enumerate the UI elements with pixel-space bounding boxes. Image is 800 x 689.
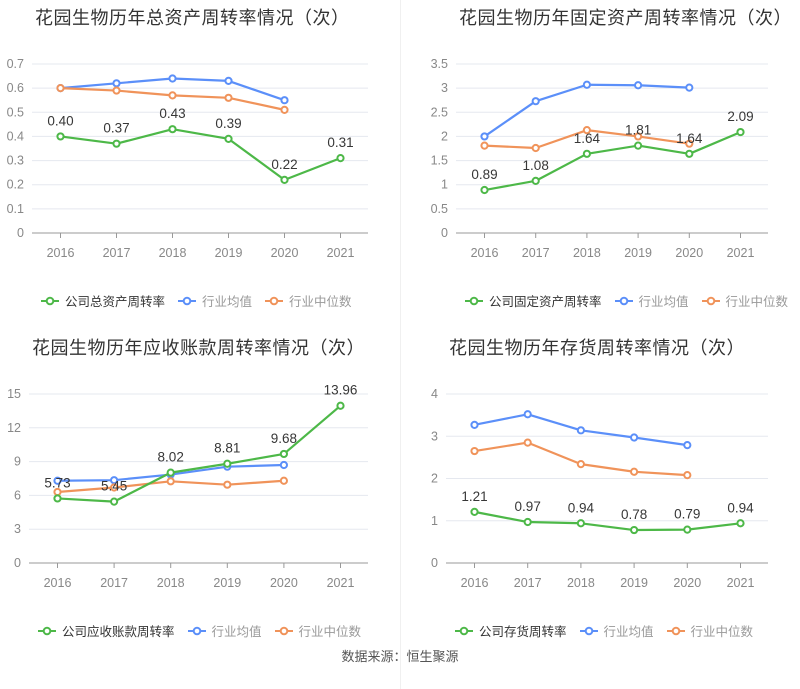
- svg-text:2018: 2018: [157, 576, 185, 590]
- svg-text:0.5: 0.5: [7, 105, 24, 119]
- svg-text:0.40: 0.40: [47, 113, 73, 128]
- svg-text:0.89: 0.89: [471, 167, 497, 182]
- svg-text:0.2: 0.2: [7, 178, 24, 192]
- svg-text:2017: 2017: [522, 246, 550, 260]
- svg-text:0: 0: [17, 226, 24, 240]
- svg-text:3: 3: [431, 429, 438, 443]
- svg-text:2.09: 2.09: [727, 109, 753, 124]
- svg-text:2018: 2018: [567, 576, 595, 590]
- svg-text:0.78: 0.78: [621, 507, 647, 522]
- svg-text:2020: 2020: [270, 576, 298, 590]
- svg-text:15: 15: [7, 387, 21, 401]
- svg-text:13.96: 13.96: [324, 383, 358, 398]
- svg-text:0.22: 0.22: [271, 157, 297, 172]
- svg-text:2019: 2019: [213, 576, 241, 590]
- svg-text:5.73: 5.73: [44, 475, 70, 490]
- svg-text:2020: 2020: [675, 246, 703, 260]
- svg-text:0.79: 0.79: [674, 507, 700, 522]
- svg-text:5.45: 5.45: [101, 479, 127, 494]
- svg-text:0.39: 0.39: [215, 116, 241, 131]
- svg-text:0.94: 0.94: [568, 500, 595, 515]
- svg-text:3.5: 3.5: [431, 57, 448, 71]
- svg-text:0: 0: [431, 556, 438, 570]
- svg-text:2016: 2016: [461, 576, 489, 590]
- svg-text:2020: 2020: [271, 246, 299, 260]
- svg-text:2021: 2021: [327, 576, 355, 590]
- svg-text:9: 9: [14, 455, 21, 469]
- svg-text:2018: 2018: [159, 246, 187, 260]
- svg-text:2020: 2020: [673, 576, 701, 590]
- svg-text:0.3: 0.3: [7, 154, 24, 168]
- svg-text:2021: 2021: [727, 576, 755, 590]
- svg-text:2021: 2021: [727, 246, 755, 260]
- svg-text:1: 1: [441, 178, 448, 192]
- svg-text:0: 0: [441, 226, 448, 240]
- svg-text:1.81: 1.81: [625, 123, 651, 138]
- svg-text:2016: 2016: [471, 246, 499, 260]
- svg-text:0.94: 0.94: [727, 500, 754, 515]
- svg-text:2: 2: [441, 129, 448, 143]
- svg-text:3: 3: [14, 522, 21, 536]
- svg-text:2017: 2017: [100, 576, 128, 590]
- svg-text:2017: 2017: [103, 246, 131, 260]
- svg-text:0.1: 0.1: [7, 202, 24, 216]
- svg-text:2.5: 2.5: [431, 105, 448, 119]
- svg-text:3: 3: [441, 81, 448, 95]
- svg-text:0.5: 0.5: [431, 202, 448, 216]
- svg-text:1.64: 1.64: [574, 131, 601, 146]
- svg-text:9.68: 9.68: [271, 431, 297, 446]
- svg-text:6: 6: [14, 488, 21, 502]
- svg-text:0.7: 0.7: [7, 57, 24, 71]
- svg-text:2019: 2019: [215, 246, 243, 260]
- svg-text:0.43: 0.43: [159, 106, 185, 121]
- svg-text:2017: 2017: [514, 576, 542, 590]
- svg-text:2018: 2018: [573, 246, 601, 260]
- svg-text:0.6: 0.6: [7, 81, 24, 95]
- svg-text:8.81: 8.81: [214, 441, 240, 456]
- svg-text:2016: 2016: [44, 576, 72, 590]
- svg-text:1.21: 1.21: [461, 489, 487, 504]
- svg-text:0: 0: [14, 556, 21, 570]
- svg-text:0.4: 0.4: [7, 129, 24, 143]
- svg-text:2: 2: [431, 472, 438, 486]
- svg-text:8.02: 8.02: [158, 450, 184, 465]
- svg-text:0.97: 0.97: [515, 499, 541, 514]
- svg-text:4: 4: [431, 387, 438, 401]
- svg-text:12: 12: [7, 421, 21, 435]
- svg-text:0.31: 0.31: [327, 135, 353, 150]
- svg-text:2019: 2019: [624, 246, 652, 260]
- svg-text:1.5: 1.5: [431, 154, 448, 168]
- svg-text:2019: 2019: [620, 576, 648, 590]
- svg-text:1: 1: [431, 514, 438, 528]
- svg-text:1.08: 1.08: [523, 158, 549, 173]
- svg-text:2016: 2016: [47, 246, 75, 260]
- svg-text:0.37: 0.37: [103, 121, 129, 136]
- svg-text:2021: 2021: [327, 246, 355, 260]
- svg-text:1.64: 1.64: [676, 131, 703, 146]
